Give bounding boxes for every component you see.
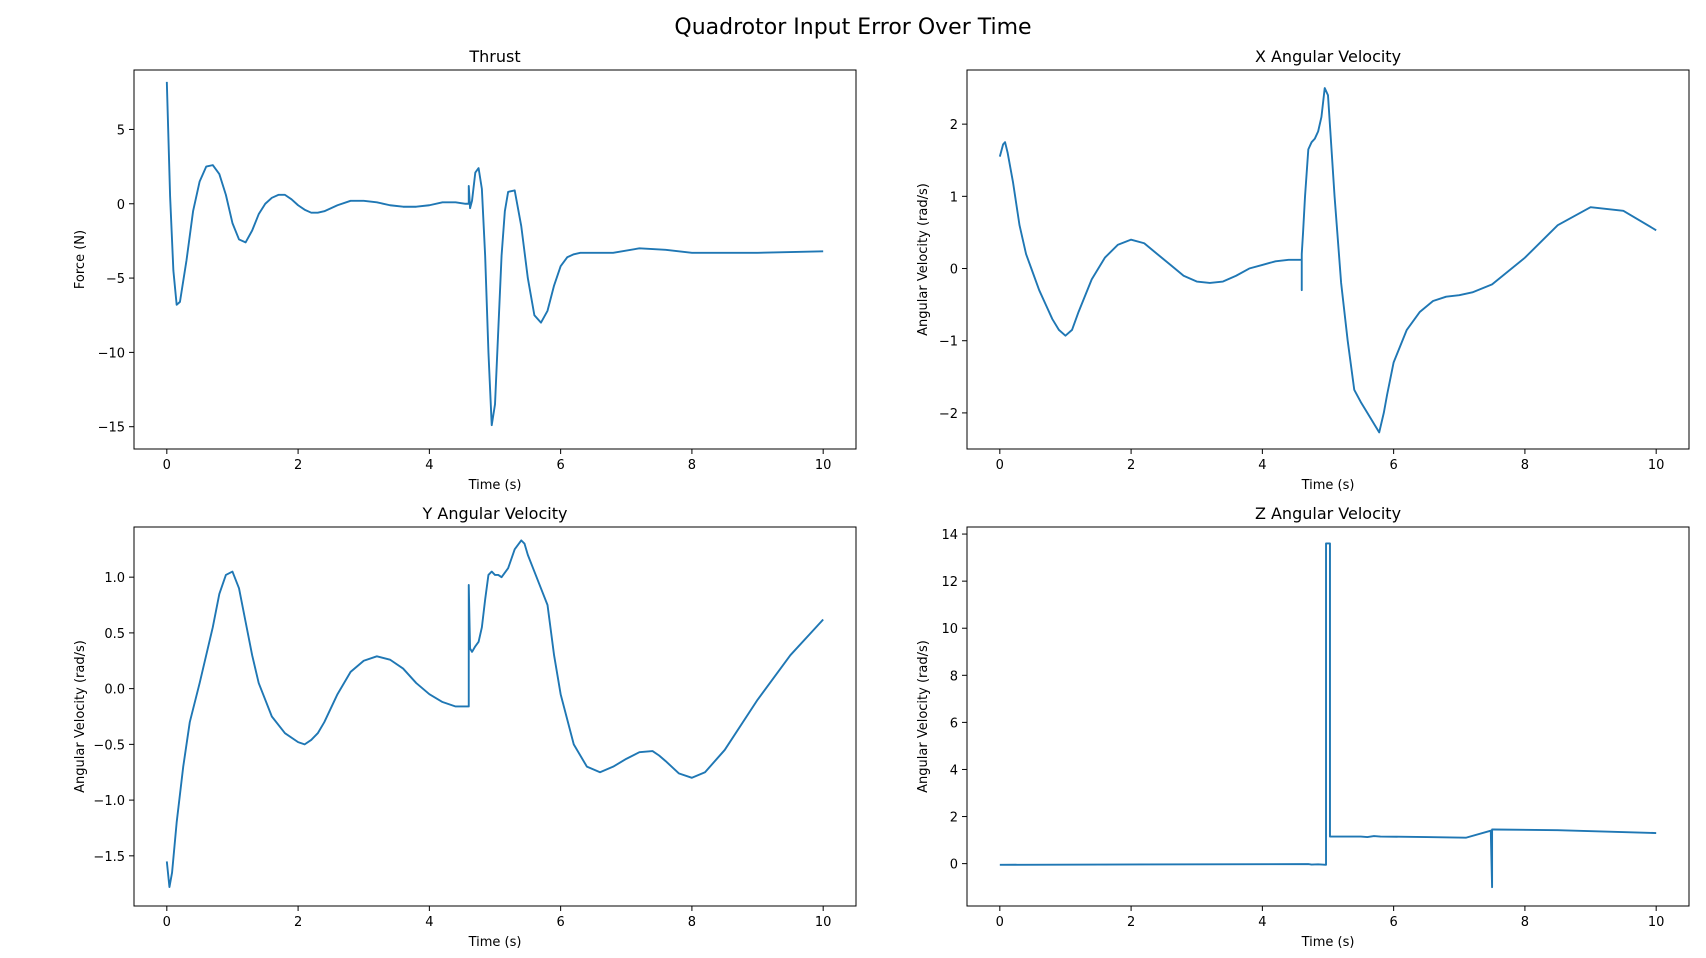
y-tick-label: 0 (117, 198, 125, 213)
series-line (165, 81, 824, 427)
axes-frame (133, 69, 857, 450)
series-line (999, 542, 1657, 889)
subplot-3: Y Angular Velocity 0 2 4 6 8 10 1.0 0.5 0.0 −0.5 −1… (73, 504, 857, 950)
y-tick-label: 4 (950, 763, 958, 778)
figure-suptitle: Quadrotor Input Error Over Time (674, 15, 1031, 40)
x-tick-label: 2 (1127, 458, 1135, 473)
y-tick-label: 10 (941, 622, 958, 637)
x-tick-label: 4 (425, 458, 433, 473)
x-tick-label: 0 (996, 458, 1004, 473)
axes-frame (966, 69, 1690, 450)
x-tick-label: 10 (815, 915, 832, 930)
y-tick-label: 2 (950, 811, 958, 826)
y-tick-label: 14 (941, 528, 958, 543)
y-axis-label: Force (N) (73, 230, 88, 289)
axes-frame (966, 526, 1690, 907)
x-tick-label: 4 (425, 915, 433, 930)
x-tick-label: 6 (556, 458, 564, 473)
y-tick-label: 0 (950, 263, 958, 278)
x-tick-label: 10 (1648, 458, 1665, 473)
y-tick-label: −2 (939, 407, 958, 422)
x-tick-label: 0 (163, 458, 171, 473)
subplot-title: Z Angular Velocity (1255, 504, 1401, 523)
y-tick-label: −0.5 (93, 738, 125, 753)
x-axis-label: Time (s) (468, 478, 522, 493)
x-tick-label: 2 (294, 915, 302, 930)
x-tick-label: 0 (996, 915, 1004, 930)
subplot-title: Y Angular Velocity (422, 504, 568, 523)
subplot-4: Z Angular Velocity 0 2 4 6 8 10 14 12 10 8 6 4 2 0 Time… (916, 504, 1690, 950)
y-tick-label: −1.0 (93, 794, 125, 809)
y-tick-label: −1 (939, 335, 958, 350)
y-tick-label: 0 (950, 858, 958, 873)
y-tick-label: 12 (941, 575, 958, 590)
y-tick-label: −10 (98, 346, 125, 361)
x-tick-label: 6 (1389, 458, 1397, 473)
y-tick-label: 8 (950, 669, 958, 684)
y-tick-label: −5 (106, 272, 125, 287)
series-line (165, 539, 824, 888)
x-tick-label: 10 (1648, 915, 1665, 930)
x-axis-label: Time (s) (468, 935, 522, 950)
x-tick-label: 4 (1258, 458, 1266, 473)
x-tick-label: 8 (688, 915, 696, 930)
subplot-title: Thrust (468, 47, 520, 66)
x-tick-label: 8 (688, 458, 696, 473)
y-tick-label: 2 (950, 118, 958, 133)
y-axis-label: Angular Velocity (rad/s) (916, 640, 931, 793)
y-axis-label: Angular Velocity (rad/s) (916, 183, 931, 336)
y-tick-label: 1.0 (104, 571, 125, 586)
axes-frame (133, 526, 857, 907)
x-tick-label: 2 (294, 458, 302, 473)
y-tick-label: −1.5 (93, 850, 125, 865)
y-tick-label: −15 (98, 421, 125, 436)
y-tick-label: 6 (950, 716, 958, 731)
x-tick-label: 8 (1521, 458, 1529, 473)
x-axis-label: Time (s) (1301, 935, 1355, 950)
subplot-1: Thrust 0 2 4 6 8 10 5 0 −5 −10 −15 Time (s) Force (N) (73, 47, 857, 493)
x-tick-label: 8 (1521, 915, 1529, 930)
series-line (998, 87, 1657, 434)
x-tick-label: 6 (1389, 915, 1397, 930)
subplot-title: X Angular Velocity (1255, 47, 1401, 66)
y-tick-label: 5 (117, 123, 125, 138)
y-tick-label: 0.5 (104, 627, 125, 642)
x-tick-label: 2 (1127, 915, 1135, 930)
x-tick-label: 6 (556, 915, 564, 930)
x-tick-label: 4 (1258, 915, 1266, 930)
x-tick-label: 10 (815, 458, 832, 473)
y-tick-label: 0.0 (104, 683, 125, 698)
x-tick-label: 0 (163, 915, 171, 930)
x-axis-label: Time (s) (1301, 478, 1355, 493)
y-axis-label: Angular Velocity (rad/s) (73, 640, 88, 793)
y-tick-label: 1 (950, 190, 958, 205)
